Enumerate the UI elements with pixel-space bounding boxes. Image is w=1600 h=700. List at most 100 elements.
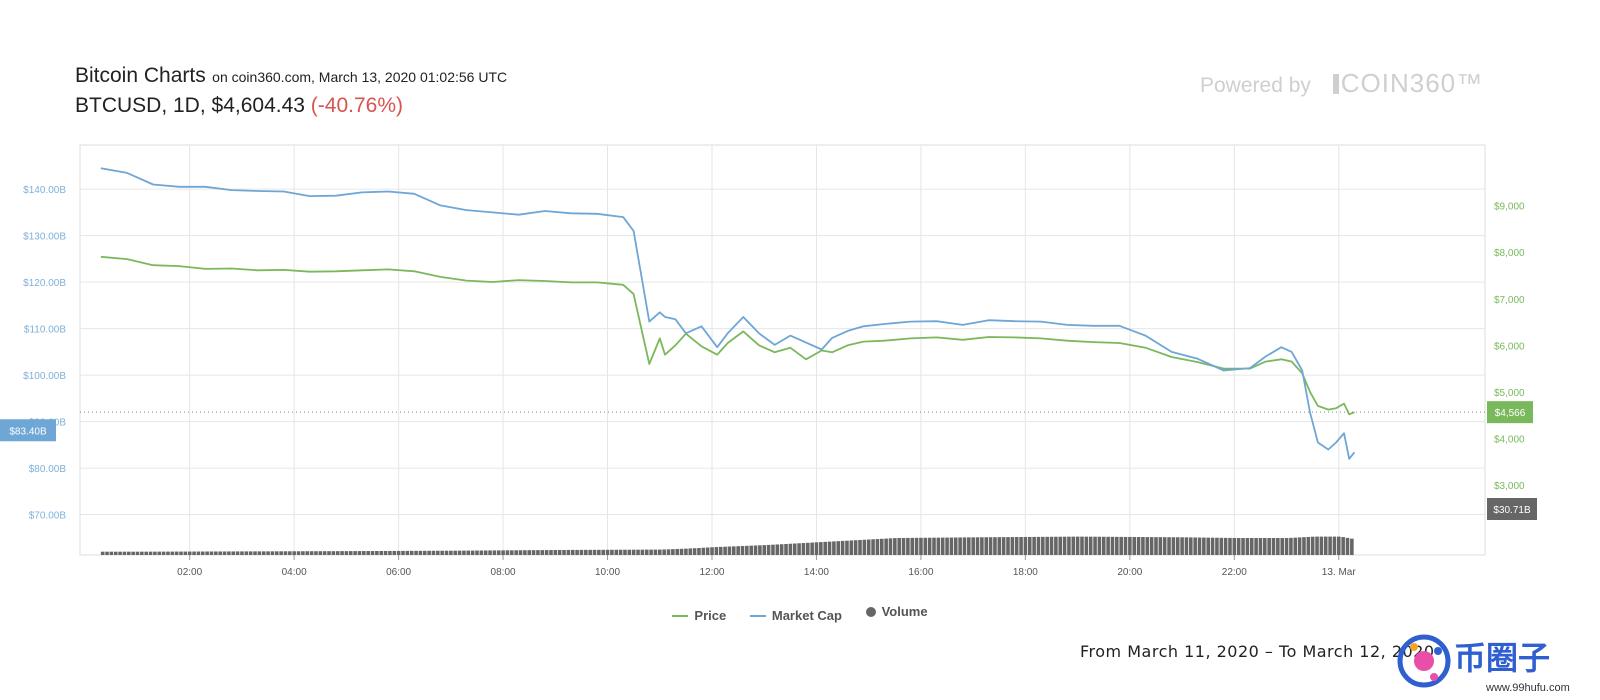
volume-bar [1271, 538, 1276, 555]
volume-bar [836, 541, 841, 555]
volume-bar [157, 551, 162, 555]
volume-bar [893, 538, 897, 555]
bitcoin-chart[interactable]: $140.00B $130.00B $120.00B $110.00B $100.00B… [0, 0, 1600, 600]
volume-bar [1215, 537, 1219, 555]
volume-bar [810, 542, 814, 555]
volume-bar [775, 544, 780, 555]
volume-bar [209, 551, 214, 555]
volume-bar [222, 551, 227, 555]
volume-bar [1193, 537, 1197, 555]
volume-bar [305, 551, 310, 555]
volume-bar [422, 550, 427, 555]
x-axis-tick-label: 13. Mar [1322, 567, 1357, 578]
volume-bar [832, 541, 836, 555]
current-volume-badge: $30.71B [1493, 505, 1531, 516]
volume-bar [227, 551, 231, 555]
volume-bar [945, 537, 949, 555]
volume-bar [492, 550, 497, 555]
volume-bar [248, 551, 253, 555]
volume-bar [440, 550, 444, 555]
volume-bar [1228, 537, 1232, 555]
volume-bar [527, 550, 532, 555]
volume-bar [431, 550, 436, 555]
right-axis-tick-label: $9,000 [1494, 202, 1525, 213]
volume-bar [283, 551, 288, 555]
legend-item-volume[interactable]: Volume [865, 604, 928, 619]
volume-bar [1067, 536, 1071, 555]
volume-bar [1189, 537, 1193, 555]
volume-bar [240, 551, 244, 555]
volume-bar [531, 550, 536, 555]
x-axis-tick-label: 18:00 [1013, 567, 1038, 578]
volume-bar [666, 549, 671, 555]
volume-bar [1210, 537, 1215, 555]
volume-bar [1010, 537, 1015, 555]
volume-bar [631, 549, 636, 555]
volume-bar [1206, 537, 1211, 555]
volume-bar [161, 551, 166, 555]
volume-bar [1062, 536, 1067, 555]
volume-bar [1341, 537, 1345, 555]
legend-item-market-cap[interactable]: Market Cap [749, 608, 842, 623]
volume-bar [584, 549, 588, 555]
chart-title: Bitcoin Charts [75, 64, 206, 87]
volume-bar [231, 551, 236, 555]
volume-bar [906, 537, 910, 555]
volume-bar [392, 550, 397, 555]
volume-bar [1306, 536, 1311, 555]
volume-bar [1080, 536, 1084, 555]
volume-bar [1197, 537, 1202, 555]
volume-bar [388, 550, 392, 555]
x-axis-tick-label: 20:00 [1117, 567, 1142, 578]
volume-bar [1323, 536, 1328, 555]
market-cap-line [100, 167, 1356, 460]
chart-axes: $140.00B $130.00B $120.00B $110.00B $100.00B… [0, 185, 1537, 578]
volume-bar [366, 551, 370, 555]
volume-bar [153, 551, 157, 555]
volume-bar [196, 551, 201, 555]
left-axis-tick-label: $120.00B [23, 278, 66, 289]
right-axis-tick-label: $4,000 [1494, 435, 1525, 446]
chart-subtitle: on coin360.com, March 13, 2020 01:02:56 … [212, 69, 508, 85]
volume-bar [1180, 537, 1184, 555]
volume-bar [1276, 538, 1280, 555]
powered-by-logo[interactable]: Powered by COIN360™ [1200, 68, 1483, 99]
volume-bar [958, 537, 962, 555]
volume-bar [644, 549, 649, 555]
volume-bar [536, 550, 540, 555]
volume-bar [688, 548, 693, 555]
volume-bar [131, 551, 135, 555]
left-axis-tick-label: $140.00B [23, 185, 66, 196]
volume-bar [627, 549, 632, 555]
right-axis-tick-label: $5,000 [1494, 388, 1525, 399]
volume-bar [1106, 536, 1110, 555]
chart-title-line: Bitcoin Charts on coin360.com, March 13,… [75, 64, 507, 88]
volume-bar [122, 551, 127, 555]
volume-bar [1184, 537, 1189, 555]
volume-bar [348, 551, 353, 555]
volume-bar [692, 548, 697, 555]
volume-bar [274, 551, 279, 555]
volume-bar [1245, 538, 1250, 555]
volume-bar [1345, 537, 1350, 555]
volume-bar [1175, 537, 1180, 555]
volume-bar [827, 541, 832, 555]
volume-bar [335, 551, 340, 555]
volume-bar [610, 549, 614, 555]
current-market-cap-badge-bg [0, 419, 56, 442]
volume-bar [727, 546, 732, 555]
volume-bar [510, 550, 514, 555]
volume-bar [718, 546, 723, 555]
volume-bar [723, 546, 727, 555]
legend-item-price[interactable]: Price [672, 608, 726, 623]
current-volume-badge-bg [1487, 498, 1537, 520]
current-price-badge: $4,566 [1495, 408, 1526, 419]
volume-bar [270, 551, 275, 555]
volume-bar [758, 545, 762, 555]
volume-bar [849, 540, 854, 555]
volume-bar [971, 537, 975, 555]
volume-bar [357, 551, 362, 555]
x-axis-tick-label: 14:00 [804, 567, 829, 578]
volume-bar [1289, 537, 1293, 555]
volume-bar [309, 551, 314, 555]
